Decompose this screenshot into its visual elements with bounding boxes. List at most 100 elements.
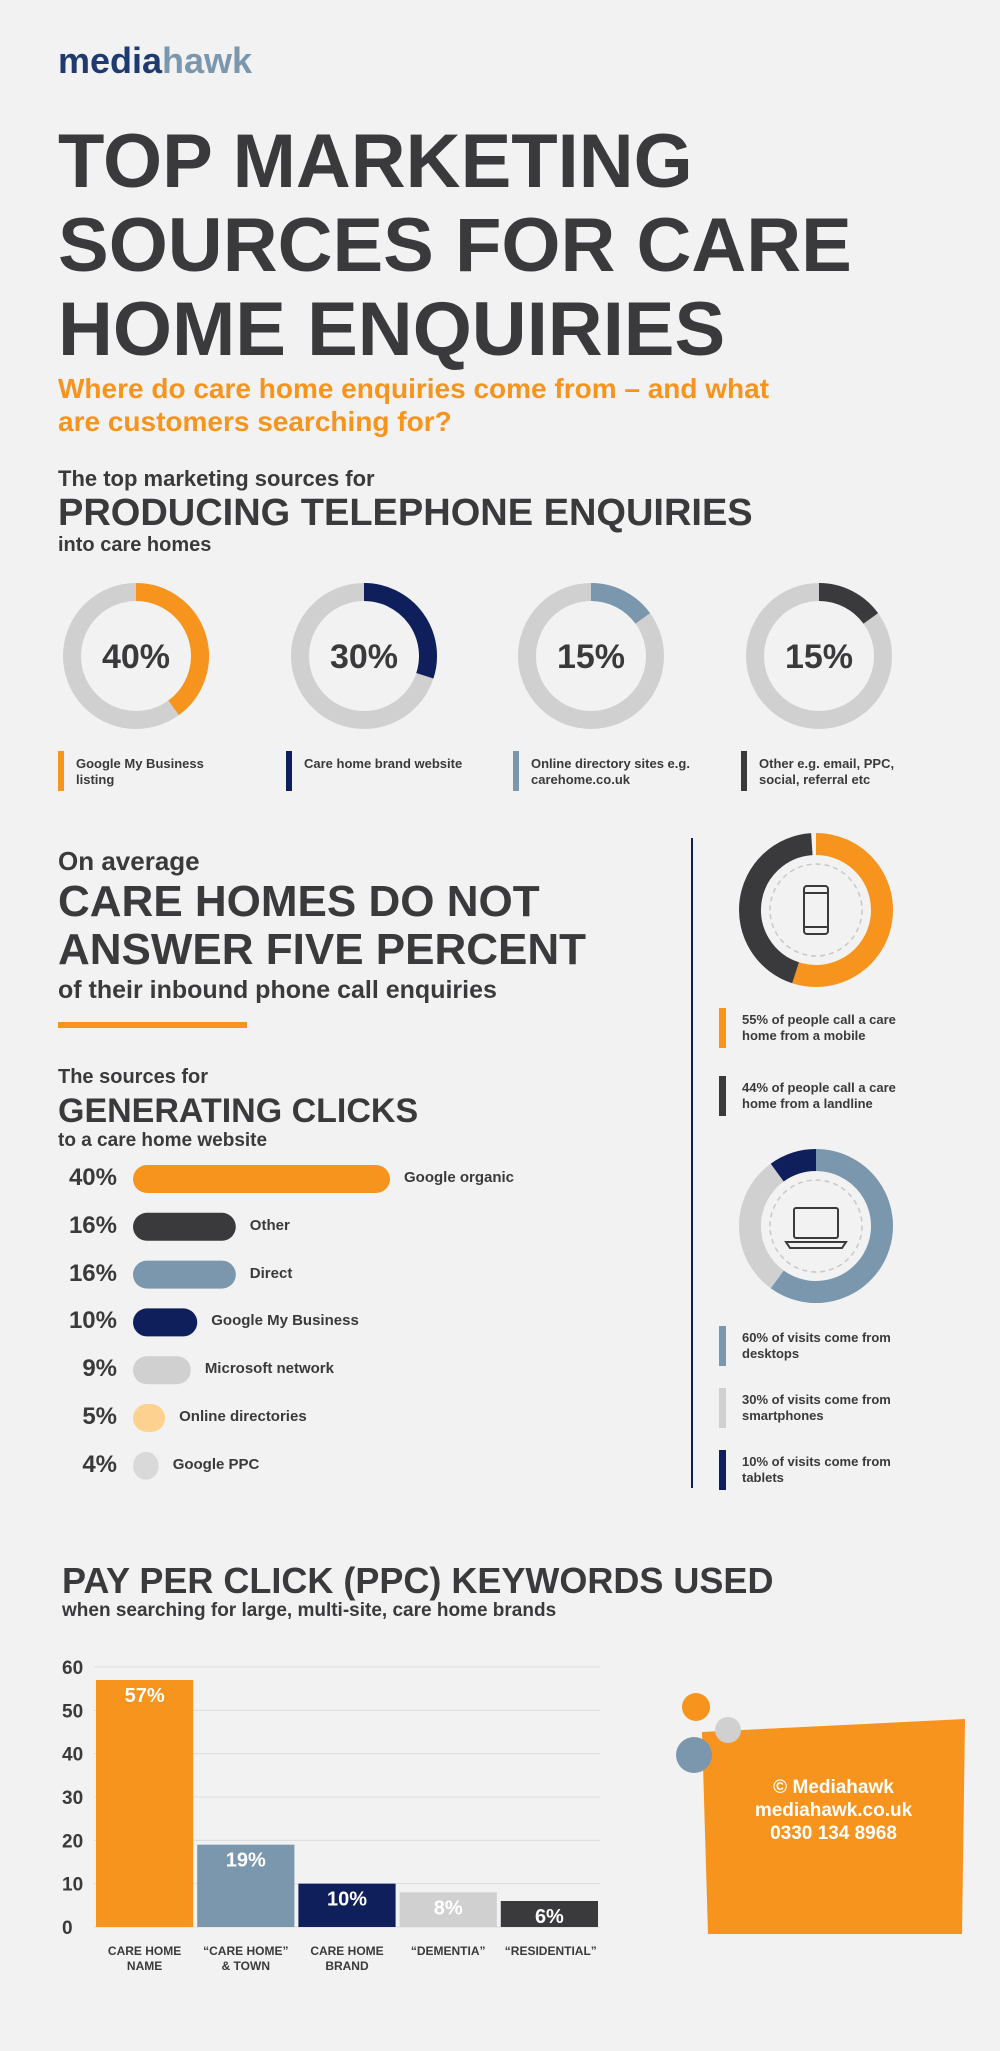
bar-value-label: 57% — [125, 1685, 165, 1707]
bar-category-label: Direct — [249, 1264, 293, 1282]
legend-swatch — [719, 1008, 726, 1048]
bar-value-label: 5% — [82, 1403, 117, 1430]
bar-value-label: 19% — [226, 1850, 266, 1872]
contact-line: © Mediahawk — [773, 1777, 894, 1798]
y-tick-label: 30 — [62, 1788, 83, 1809]
section-outro: into care homes — [58, 534, 212, 556]
page-title: TOP MARKETING SOURCES FOR CARE HOME ENQU… — [58, 119, 852, 372]
bar-value-label: 40% — [68, 1164, 117, 1191]
gauge-label: 15% — [557, 638, 625, 676]
accent-line — [58, 1022, 247, 1028]
x-tick-label: “RESIDENTIAL” — [504, 1944, 597, 1958]
legend-label: 10% of visits come from tablets — [742, 1454, 891, 1485]
bar — [399, 1892, 497, 1927]
legend-label: Other e.g. email, PPC, social, referral … — [759, 756, 895, 787]
deco-dot — [715, 1717, 741, 1743]
phone-icon — [803, 885, 829, 935]
bar-value-label: 8% — [434, 1897, 463, 1919]
legend-label: Care home brand website — [304, 756, 463, 771]
legend-label: Online directory sites e.g. carehome.co.… — [531, 756, 690, 787]
gauge-label: 40% — [102, 638, 170, 676]
contact-line: 0330 134 8968 — [770, 1823, 897, 1844]
bar — [96, 1680, 194, 1927]
bar — [133, 1356, 191, 1385]
y-tick-label: 10 — [62, 1875, 83, 1896]
gauge-label: 30% — [330, 638, 398, 676]
gauge-label: 15% — [785, 638, 853, 676]
x-tick-label: CARE HOME NAME — [107, 1944, 182, 1973]
contact-line: mediahawk.co.uk — [754, 1800, 913, 1821]
section-title: PRODUCING TELEPHONE ENQUIRIES — [58, 492, 753, 534]
legend-swatch — [719, 1076, 726, 1116]
logo-part: media — [58, 40, 163, 81]
bar-value-label: 16% — [68, 1259, 117, 1287]
callout-title: CARE HOMES DO NOT ANSWER FIVE PERCENT — [58, 877, 587, 974]
y-tick-label: 40 — [62, 1745, 83, 1766]
donut-segment — [770, 1149, 817, 1182]
section-title: PAY PER CLICK (PPC) KEYWORDS USED — [62, 1560, 774, 1601]
gauge-arc — [135, 583, 209, 716]
y-tick-label: 0 — [62, 1918, 73, 1939]
section-subtitle: when searching for large, multi-site, ca… — [62, 1600, 557, 1621]
bar — [298, 1883, 396, 1927]
section-intro: The sources for — [58, 1066, 209, 1088]
section-outro: to a care home website — [58, 1130, 268, 1151]
donut-segment — [739, 833, 813, 984]
bar-category-label: Google PPC — [172, 1455, 260, 1473]
legend-swatch — [58, 751, 64, 791]
legend-label: 60% of visits come from desktops — [742, 1330, 891, 1361]
legend-swatch — [719, 1450, 726, 1490]
legend-swatch — [719, 1326, 726, 1366]
bar-value-label: 9% — [82, 1355, 117, 1383]
bar-category-label: Online directories — [179, 1408, 307, 1425]
gauge-arc — [590, 583, 651, 624]
y-tick-label: 20 — [62, 1831, 83, 1852]
legend-swatch — [719, 1388, 726, 1428]
bar-category-label: Other — [249, 1216, 290, 1234]
logo-part: hawk — [162, 40, 253, 81]
bar — [197, 1844, 295, 1927]
bar-value-label: 10% — [68, 1307, 117, 1335]
laptop-icon — [784, 1241, 848, 1249]
legend-label: Google My Business listing — [76, 756, 204, 787]
y-tick-label: 50 — [62, 1701, 83, 1722]
deco-dot — [676, 1737, 712, 1773]
x-tick-label: CARE HOME BRAND — [310, 1944, 384, 1973]
callout-outro: of their inbound phone call enquiries — [58, 976, 497, 1004]
bar-category-label: Google organic — [404, 1169, 515, 1186]
bar-category-label: Google My Business — [211, 1312, 359, 1330]
bar-value-label: 16% — [68, 1211, 117, 1239]
logo: mediahawk — [58, 40, 252, 82]
laptop-icon — [793, 1207, 839, 1239]
bar-category-label: Microsoft network — [204, 1360, 334, 1378]
legend-label: 55% of people call a care home from a mo… — [742, 1012, 896, 1043]
legend-swatch — [513, 751, 519, 791]
donut-segment — [792, 833, 893, 987]
legend-swatch — [741, 751, 747, 791]
callout-intro: On average — [58, 846, 200, 876]
bar-value-label: 4% — [82, 1450, 117, 1478]
legend-label: 30% of visits come from smartphones — [742, 1392, 891, 1423]
donut-segment — [770, 1149, 893, 1303]
x-tick-label: “CARE HOME” & TOWN — [203, 1944, 289, 1973]
bar — [133, 1165, 390, 1193]
bar — [133, 1404, 166, 1432]
bar — [500, 1901, 598, 1927]
bar — [133, 1260, 236, 1289]
donut-segment — [739, 1163, 785, 1289]
bar — [133, 1308, 198, 1337]
y-tick-label: 60 — [62, 1658, 83, 1679]
inner-dash — [769, 863, 863, 957]
bar — [133, 1451, 159, 1480]
legend-label: 44% of people call a care home from a la… — [742, 1080, 896, 1111]
x-tick-label: “DEMENTIA” — [410, 1944, 486, 1958]
contact-card — [702, 1719, 965, 1934]
deco-dot — [682, 1693, 710, 1721]
gauge-arc — [818, 583, 879, 624]
section-title: GENERATING CLICKS — [58, 1092, 419, 1130]
section-intro: The top marketing sources for — [58, 466, 375, 491]
page-subtitle: Where do care home enquiries come from –… — [58, 373, 770, 437]
gauge-arc — [363, 583, 437, 679]
